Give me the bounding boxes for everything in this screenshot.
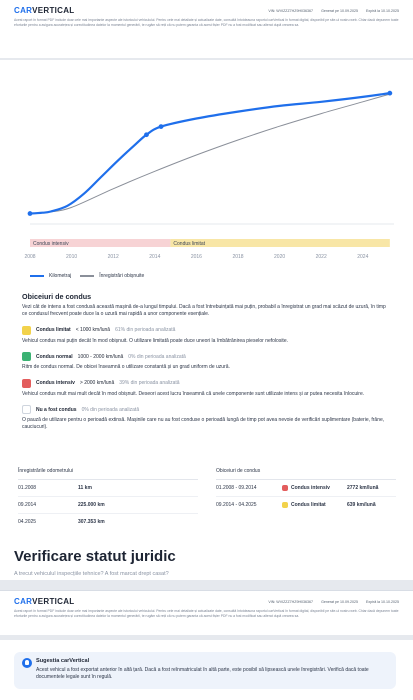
driving-habits-section: Obiceiuri de condus Vezi cât de intens a… <box>22 292 390 432</box>
chart-legend: Kilometraj Înregistrări obișnuite <box>30 273 400 279</box>
suggestion-title: Sugestia carVertical <box>36 658 90 664</box>
habit-name: Condus limitat <box>36 327 71 334</box>
vin-label: VIN: WVIZZZ7HZ9H036367 <box>268 8 314 13</box>
normal-driving-swatch <box>22 352 31 362</box>
habit-percent: 0% din perioada analizată <box>81 406 140 413</box>
x-tick-label: 2018 <box>232 254 243 260</box>
habit-range: 1000 - 2000 km/lună <box>77 353 124 360</box>
carvertical-logo: CARVERTICAL <box>14 597 75 606</box>
section-title-legal: Verificare statut juridic <box>14 548 176 565</box>
habit-item: Condus limitat < 1000 km/lună 61% din pe… <box>22 325 390 345</box>
table-row: 09.2014 - 04.2025 Condus limitat 639 km/… <box>216 502 376 508</box>
habit-percent: 39% din perioada analizată <box>119 380 180 387</box>
suggestion-box: Sugestia carVertical Acest vehicul a fos… <box>14 652 396 690</box>
table-row: 09.2014 225.000 km <box>18 497 198 514</box>
series-line-mileage <box>28 92 391 215</box>
mileage-chart-svg: Condus intensiv Condus limitat 2008 2010 201… <box>24 90 394 260</box>
mileage-chart: Condus intensiv Condus limitat 2008 2010 201… <box>14 80 400 279</box>
odometer-table: Înregistrările odometrului 01.2008 11 km… <box>18 468 198 530</box>
band-limited <box>170 239 390 247</box>
generated-date: Generat pe 10.09.2025 <box>321 599 359 604</box>
habit-range: < 1000 km/lună <box>75 327 111 334</box>
limited-driving-swatch <box>282 502 288 508</box>
habit-desc: Ritm de condus normal. De obicei înseamn… <box>22 364 230 371</box>
not-driven-swatch <box>22 405 31 415</box>
habit-name: Nu a fost condus <box>36 406 77 413</box>
disclaimer-text: Acest raport în format PDF include doar … <box>14 18 399 27</box>
habit-desc: Vehicul condus mai puțin decât în mod ob… <box>22 337 288 344</box>
habit-percent: 0% din perioada analizată <box>128 353 186 360</box>
disclaimer-text: Acest raport în format PDF include doar … <box>14 609 399 618</box>
table-row: 04.2025 307.353 km <box>18 519 105 525</box>
table-row: 01.2008 - 09.2014 Condus intensiv 2772 k… <box>216 480 396 497</box>
series-line-regular <box>29 93 390 214</box>
habit-percent: 61% din perioada analizată <box>115 327 176 334</box>
habit-item: Condus normal 1000 - 2000 km/lună 0% din… <box>22 352 390 371</box>
habit-range: > 2000 km/lună <box>79 380 115 387</box>
lightbulb-icon <box>22 658 32 668</box>
section-title-habits: Obiceiuri de condus <box>22 292 92 301</box>
legal-subtitle: A trecut vehiculul inspecțiile tehnice? … <box>14 571 169 577</box>
legend-label-mileage: Kilometraj <box>49 273 72 279</box>
habit-desc: O pauză de utilizare pentru o perioadă e… <box>22 417 385 431</box>
mileage-point <box>158 124 164 129</box>
suggestion-text: Acest vehicul a fost exportat anterior î… <box>36 667 369 681</box>
legend-swatch-mileage <box>30 275 44 277</box>
habit-name: Condus normal <box>36 353 73 360</box>
habit-desc: Vehicul condus mult mai mult decât în mo… <box>22 390 365 397</box>
habit-item: Nu a fost condus 0% din perioada analiza… <box>22 405 390 432</box>
page-header-1: CARVERTICAL VIN: WVIZZZ7HZ9H036367 Gener… <box>0 0 413 58</box>
habit-item: Condus intensiv > 2000 km/lună 39% din p… <box>22 378 390 398</box>
habits-table-title: Obiceiuri de condus <box>216 468 396 480</box>
x-tick-label: 2022 <box>316 254 327 260</box>
page-header-2: CARVERTICAL VIN: WVIZZZ7HZ9H036367 Gener… <box>0 590 413 635</box>
x-tick-label: 2010 <box>66 254 77 260</box>
intensive-driving-swatch <box>22 378 31 388</box>
x-tick-label: 2016 <box>191 254 202 260</box>
mileage-point <box>27 211 33 216</box>
habits-intro: Vezi cât de intens a fost condusă aceast… <box>22 304 386 318</box>
x-tick-label: 2012 <box>108 254 119 260</box>
odometer-table-title: Înregistrările odometrului <box>18 468 198 480</box>
x-tick-label: 2020 <box>274 254 285 260</box>
carvertical-logo: CARVERTICAL <box>14 6 75 15</box>
mileage-point <box>144 132 149 138</box>
x-tick-label: 2014 <box>149 254 160 260</box>
legal-status-section: Verificare statut juridic A trecut vehic… <box>14 548 394 577</box>
x-tick-label: 2008 <box>24 254 35 260</box>
limited-driving-swatch <box>22 325 31 335</box>
table-row: 01.2008 11 km <box>18 480 198 497</box>
report-page <box>0 60 413 580</box>
x-tick-label: 2024 <box>357 254 368 260</box>
habits-table: Obiceiuri de condus 01.2008 - 09.2014 Co… <box>216 468 396 513</box>
band-intensive <box>30 239 171 247</box>
band-label-intensive: Condus intensiv <box>33 241 69 247</box>
expiry-date: Expiră la 10.10.2025 <box>366 599 399 604</box>
vin-label: VIN: WVIZZZ7HZ9H036367 <box>268 599 314 604</box>
generated-date: Generat pe 10.09.2025 <box>321 8 359 13</box>
legend-swatch-regular <box>80 275 95 277</box>
habit-name: Condus intensiv <box>36 380 75 387</box>
expiry-date: Expiră la 10.10.2025 <box>366 8 399 13</box>
intensive-driving-swatch <box>282 485 288 491</box>
mileage-point <box>387 90 393 96</box>
band-label-limited: Condus limitat <box>173 241 205 247</box>
legend-label-regular: Înregistrări obișnuite <box>99 273 145 279</box>
